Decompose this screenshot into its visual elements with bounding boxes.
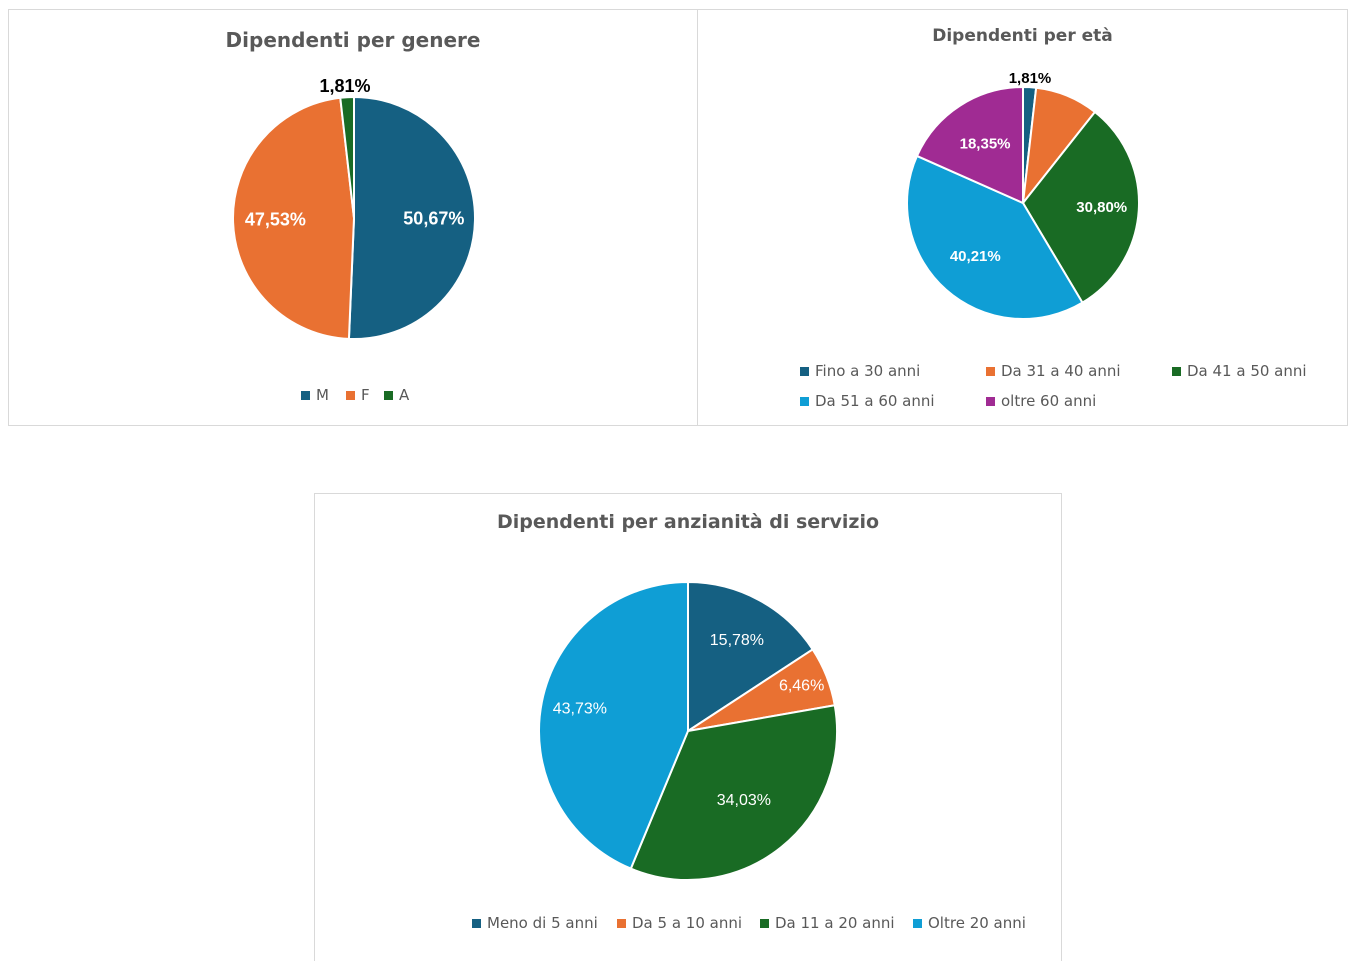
legend-swatch [800,396,809,406]
legend-swatch [913,918,922,928]
pie-slice-m [347,95,476,340]
pie-slice-da-11-a-20-anni [629,704,838,881]
pie-slice-f [232,96,356,340]
legend-label: Meno di 5 anni [487,914,598,932]
legend-item-da-51-a-60-anni: Da 51 a 60 anni [800,392,935,410]
data-label-da-5-a-10-anni: 6,46% [779,677,824,694]
legend-label: Fino a 30 anni [815,362,921,380]
legend-item-oltre-20-anni: Oltre 20 anni [913,914,1026,932]
legend-label: Da 51 a 60 anni [815,392,935,410]
legend-label: oltre 60 anni [1001,392,1097,410]
pie-slice-da-41-a-50-anni [1021,110,1140,304]
legend-item-meno-di-5-anni: Meno di 5 anni [472,914,598,932]
legend-label: Oltre 20 anni [928,914,1026,932]
legend-item-fino-a-30-anni: Fino a 30 anni [800,362,920,380]
data-label-da-11-a-20-anni: 34,03% [717,792,771,809]
legend-swatch [346,390,355,400]
chart-panel-gender: Dipendenti per genere 50,67% 47,53% 1,81% … [8,9,698,426]
data-label-oltre-60-anni: 18,35% [960,136,1011,153]
legend-item-a: A [384,386,409,404]
data-label-da-51-a-60-anni: 40,21% [950,248,1001,265]
data-label-meno-di-5-anni: 15,78% [710,632,764,649]
legend-item-f: F [346,386,370,404]
legend-label: A [399,386,410,404]
chart-panel-seniority: Dipendenti per anzianità di servizio 15,… [314,493,1062,961]
chart-panel-age: Dipendenti per età 1,81% 30,80% 40,21% 18,3… [697,9,1348,426]
legend-label: Da 5 a 10 anni [632,914,743,932]
legend-label: F [361,386,370,404]
chart-title-gender: Dipendenti per genere [225,28,481,52]
legend-item-da-5-a-10-anni: Da 5 a 10 anni [617,914,742,932]
pie-slice-oltre-60-anni [915,85,1024,205]
data-label-oltre-20-anni: 43,73% [553,701,607,718]
legend-swatch [986,366,995,376]
legend-swatch [384,390,393,400]
pie-slice-oltre-20-anni [538,580,689,870]
legend-swatch [301,390,310,400]
pie-slice-da-51-a-60-anni [906,154,1084,320]
data-label-fino-a-30-anni: 1,81% [1009,70,1052,87]
legend-item-da-41-a-50-anni: Da 41 a 50 anni [1172,362,1307,380]
legend-label: M [316,386,329,404]
pie-chart-seniority: 15,78% 6,46% 34,03% 43,73% [538,580,838,881]
data-label-da-41-a-50-anni: 30,80% [1076,199,1127,216]
pie-chart-age: 1,81% 30,80% 40,21% 18,35% [906,70,1140,320]
legend-label: Da 11 a 20 anni [775,914,895,932]
pie-slice-a [339,95,355,219]
legend-swatch [986,396,995,406]
data-label-f: 47,53% [245,210,306,230]
legend-item-oltre-60-anni: oltre 60 anni [986,392,1096,410]
legend-swatch [617,918,626,928]
legend-swatch [472,918,481,928]
pie-slice-meno-di-5-anni [687,580,815,733]
legend-label: Da 41 a 50 anni [1187,362,1307,380]
legend-swatch [800,366,809,376]
legend-item-da-11-a-20-anni: Da 11 a 20 anni [760,914,895,932]
chart-title-seniority: Dipendenti per anzianità di servizio [496,511,880,533]
data-label-a: 1,81% [319,76,370,96]
legend-swatch [1172,366,1181,376]
data-label-m: 50,67% [403,208,464,228]
pie-chart-gender: 50,67% 47,53% 1,81% [232,76,476,340]
legend-swatch [760,918,769,928]
legend-label: Da 31 a 40 anni [1001,362,1121,380]
legend-item-m: M [301,386,329,404]
legend-item-da-31-a-40-anni: Da 31 a 40 anni [986,362,1121,380]
chart-title-age: Dipendenti per età [932,26,1113,46]
